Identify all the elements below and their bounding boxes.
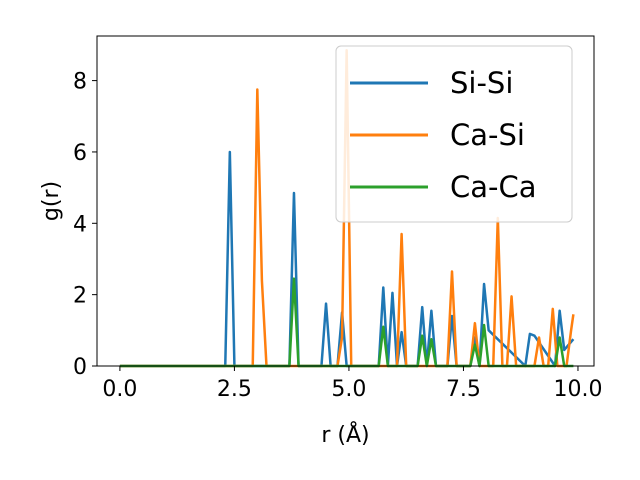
legend-label-si-si: Si-Si	[450, 66, 513, 100]
legend-label-ca-ca: Ca-Ca	[450, 170, 537, 204]
x-tick-label: 2.5	[217, 377, 252, 402]
y-tick-label: 2	[73, 284, 87, 309]
series-line-ca-si	[119, 49, 575, 368]
x-tick-label: 7.5	[446, 377, 481, 402]
x-axis: 0.0 2.5 5.0 7.5 10.0	[102, 366, 602, 402]
y-axis-title: g(r)	[39, 181, 64, 221]
y-tick-label: 6	[73, 141, 87, 166]
legend-label-ca-si: Ca-Si	[450, 118, 525, 152]
x-tick-label: 0.0	[102, 377, 137, 402]
y-tick-label: 0	[73, 355, 87, 380]
y-tick-label: 4	[73, 212, 87, 237]
y-tick-label: 8	[73, 70, 87, 95]
y-axis: 0 2 4 6 8	[73, 70, 97, 380]
x-tick-label: 5.0	[331, 377, 366, 402]
plot-frame	[96, 35, 595, 367]
x-tick-label: 10.0	[553, 377, 602, 402]
x-axis-title: r (Å)	[321, 421, 369, 448]
legend: Si-Si Ca-Si Ca-Ca	[335, 45, 573, 223]
legend-box	[335, 45, 573, 223]
